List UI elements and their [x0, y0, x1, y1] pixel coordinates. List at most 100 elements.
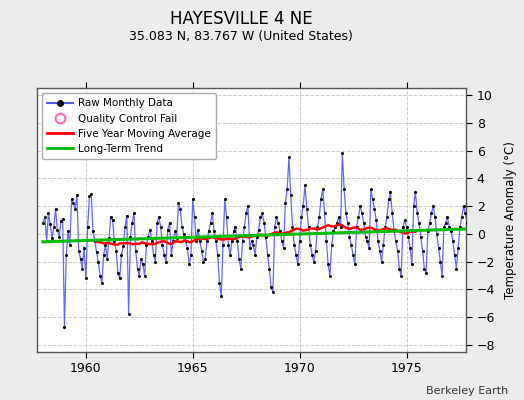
Point	[171, 228, 179, 234]
Point	[219, 242, 227, 248]
Point	[233, 238, 242, 244]
Point	[117, 252, 126, 258]
Point	[146, 226, 154, 233]
Point	[270, 224, 279, 230]
Point	[310, 258, 318, 265]
Point	[246, 244, 254, 251]
Point	[48, 235, 56, 241]
Point	[363, 238, 372, 244]
Point	[206, 220, 215, 226]
Point	[130, 210, 138, 216]
Point	[142, 242, 150, 248]
Point	[449, 238, 457, 244]
Point	[278, 238, 286, 244]
Point	[377, 258, 386, 265]
Point	[418, 247, 427, 254]
Point	[83, 224, 92, 230]
Text: HAYESVILLE 4 NE: HAYESVILLE 4 NE	[170, 10, 312, 28]
Point	[251, 252, 259, 258]
Point	[261, 234, 270, 240]
Legend: Raw Monthly Data, Quality Control Fail, Five Year Moving Average, Long-Term Tren: Raw Monthly Data, Quality Control Fail, …	[42, 93, 216, 159]
Point	[342, 210, 350, 216]
Point	[304, 224, 313, 230]
Point	[326, 272, 334, 279]
Point	[265, 266, 274, 272]
Point	[238, 238, 247, 244]
Point	[408, 261, 416, 268]
Point	[210, 228, 219, 234]
Point	[336, 224, 345, 230]
Point	[381, 224, 389, 230]
Point	[394, 247, 402, 254]
Point	[44, 210, 52, 216]
Point	[149, 252, 158, 258]
Point	[440, 224, 448, 230]
Point	[320, 210, 329, 216]
Point	[297, 214, 305, 220]
Point	[82, 275, 90, 282]
Point	[212, 238, 220, 244]
Point	[269, 289, 277, 296]
Point	[344, 220, 352, 226]
Point	[167, 252, 176, 258]
Point	[253, 234, 261, 240]
Point	[260, 220, 268, 226]
Point	[68, 196, 76, 202]
Point	[359, 220, 368, 226]
Point	[404, 234, 412, 240]
Point	[185, 261, 193, 268]
Point	[123, 213, 131, 219]
Point	[69, 200, 78, 206]
Point	[71, 206, 79, 212]
Point	[354, 214, 363, 220]
Point	[242, 210, 250, 216]
Point	[445, 224, 453, 230]
Point	[94, 258, 103, 265]
Point	[374, 238, 382, 244]
Point	[400, 217, 409, 223]
Point	[356, 203, 364, 209]
Point	[388, 210, 397, 216]
Point	[222, 214, 231, 220]
Point	[385, 196, 393, 202]
Point	[204, 228, 213, 234]
Point	[287, 192, 295, 198]
Point	[276, 228, 284, 234]
Point	[322, 238, 331, 244]
Point	[46, 221, 54, 227]
Point	[443, 214, 452, 220]
Point	[247, 238, 256, 244]
Point	[349, 252, 357, 258]
Point	[399, 224, 407, 230]
Point	[365, 244, 373, 251]
Point	[106, 214, 115, 220]
Point	[215, 279, 224, 286]
Point	[60, 324, 69, 330]
Point	[139, 261, 147, 268]
Point	[413, 210, 421, 216]
Point	[158, 242, 167, 248]
Point	[78, 266, 86, 272]
Point	[463, 220, 471, 226]
Point	[132, 247, 140, 254]
Point	[376, 247, 384, 254]
Point	[101, 242, 110, 248]
Point	[372, 217, 380, 223]
Point	[353, 224, 361, 230]
Text: 35.083 N, 83.767 W (United States): 35.083 N, 83.767 W (United States)	[129, 30, 353, 43]
Point	[397, 272, 406, 279]
Point	[235, 256, 243, 262]
Point	[406, 244, 414, 251]
Point	[198, 247, 206, 254]
Point	[226, 252, 234, 258]
Point	[299, 203, 308, 209]
Point	[74, 247, 83, 254]
Point	[442, 220, 450, 226]
Point	[92, 249, 101, 255]
Point	[457, 214, 466, 220]
Point	[420, 266, 429, 272]
Point	[41, 214, 49, 220]
Point	[228, 238, 236, 244]
Point	[308, 252, 316, 258]
Point	[431, 214, 439, 220]
